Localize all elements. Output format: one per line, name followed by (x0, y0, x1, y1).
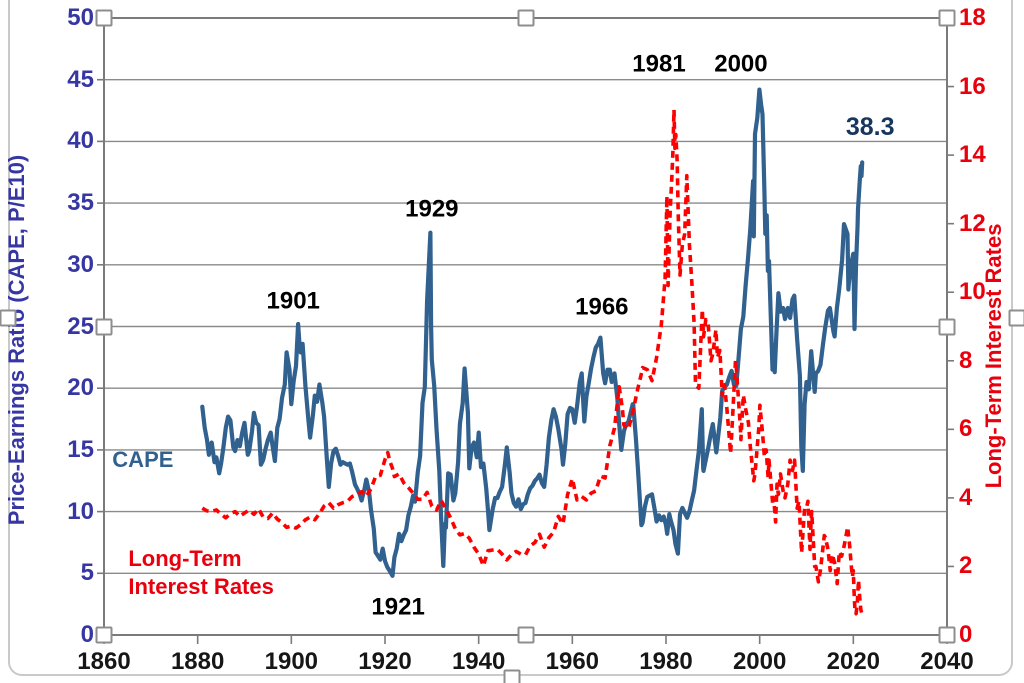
chart-area-resize-handle[interactable] (1008, 309, 1024, 327)
right-axis-tick-label: 14 (959, 141, 986, 169)
plot-area-resize-handle[interactable] (95, 9, 113, 27)
left-axis-tick-label: 50 (67, 4, 94, 31)
x-axis-tick-label: 2000 (732, 648, 787, 675)
left-axis-tick-label: 10 (67, 497, 94, 525)
x-axis-tick-label: 1980 (639, 648, 693, 675)
plot-area-resize-handle[interactable] (938, 318, 956, 335)
chart-area-resize-handle[interactable] (0, 309, 17, 327)
right-axis-tick-label: 6 (959, 415, 973, 443)
x-axis-tick-label: 1920 (358, 648, 412, 675)
interest-rates-series-label: Long-Term Interest Rates (128, 546, 274, 600)
left-axis-tick-label: 40 (67, 127, 94, 155)
annotation-1966: 1966 (575, 293, 629, 321)
annotation-1981: 1981 (632, 50, 686, 78)
chart-area-resize-handle[interactable] (503, 669, 521, 683)
plot-area-resize-handle[interactable] (95, 318, 113, 335)
x-axis-tick-label: 1960 (545, 648, 600, 675)
x-axis-tick-label: 2040 (920, 648, 974, 675)
right-axis-tick-label: 8 (959, 346, 973, 374)
annotation-1921: 1921 (371, 593, 425, 621)
right-axis-tick-label: 4 (959, 483, 973, 511)
cape-line[interactable] (200, 87, 865, 578)
plot-area-resize-handle[interactable] (517, 9, 534, 27)
annotation-2000: 2000 (714, 50, 768, 78)
interest-rate-line[interactable] (201, 108, 864, 616)
plot-area-resize-handle[interactable] (938, 626, 956, 644)
right-axis-tick-label: 16 (959, 72, 986, 100)
x-axis-tick-label: 1860 (77, 648, 131, 675)
annotation-1929: 1929 (405, 195, 459, 223)
right-axis-tick-label: 0 (959, 621, 973, 648)
right-axis-tick-label: 12 (959, 209, 986, 237)
left-axis-title: Price-Earnings Ratio (CAPE, P/E10) (4, 154, 29, 526)
right-axis-tick-label: 10 (959, 278, 986, 306)
x-axis-tick-label: 1940 (451, 648, 506, 675)
left-axis-tick-label: 20 (67, 374, 94, 402)
left-axis-tick-label: 25 (67, 312, 94, 340)
left-axis-tick-label: 30 (67, 250, 94, 278)
plot-area-resize-handle[interactable] (517, 626, 534, 644)
left-axis-tick-label: 35 (67, 189, 94, 217)
x-axis-tick-label: 1900 (264, 648, 319, 675)
right-axis-tick-label: 18 (959, 4, 986, 31)
x-axis-tick-label: 2020 (826, 648, 881, 675)
annotation-1901: 1901 (266, 286, 320, 314)
right-axis-title: Long-Term Interest Rates (981, 223, 1006, 489)
left-axis-tick-label: 5 (80, 559, 94, 587)
plot-area-resize-handle[interactable] (938, 9, 956, 27)
left-axis-tick-label: 15 (67, 435, 94, 463)
left-axis-tick-label: 0 (80, 621, 94, 648)
annotation-38-3: 38.3 (845, 112, 895, 141)
right-axis-tick-label: 2 (959, 552, 973, 580)
left-axis-tick-label: 45 (67, 65, 94, 93)
cape-series-label: CAPE (112, 446, 174, 472)
x-axis-tick-label: 1880 (170, 648, 225, 675)
plot-area-resize-handle[interactable] (95, 626, 113, 644)
